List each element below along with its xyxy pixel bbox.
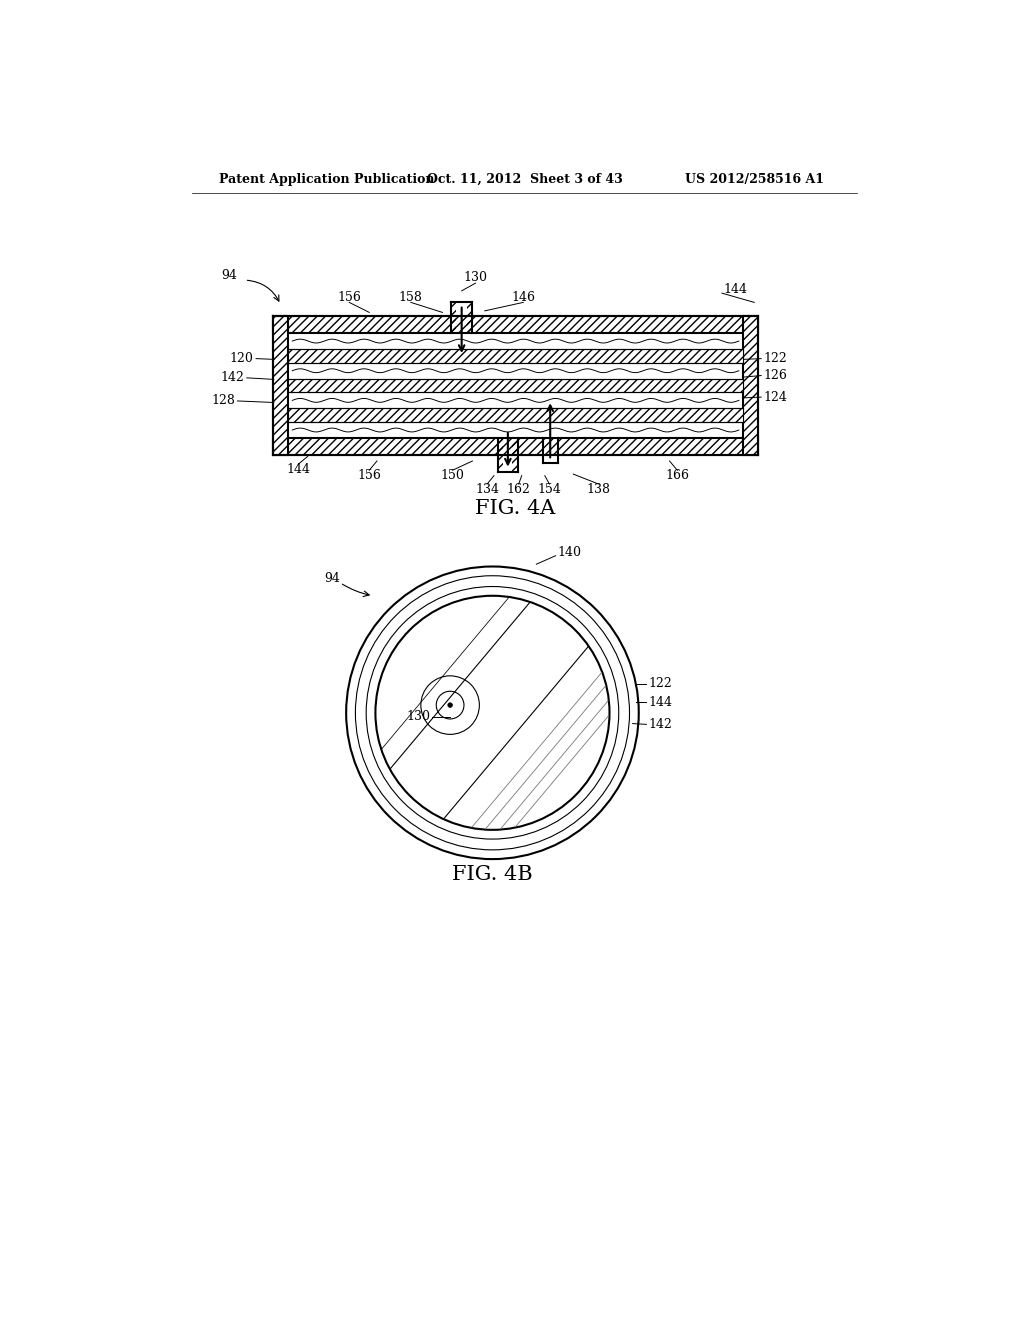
Bar (289, 379, 742, 392)
Bar (467, 302, 472, 333)
Text: 142: 142 (648, 718, 672, 731)
Bar (273, 317, 758, 333)
Text: 144: 144 (724, 282, 748, 296)
Bar (289, 379, 742, 392)
Bar (289, 408, 742, 422)
Bar (512, 438, 518, 471)
Text: 126: 126 (764, 370, 787, 381)
Bar (451, 302, 457, 333)
Text: 144: 144 (287, 463, 310, 477)
Bar (273, 317, 758, 333)
Text: 122: 122 (764, 352, 787, 366)
Bar (289, 348, 742, 363)
Text: US 2012/258516 A1: US 2012/258516 A1 (685, 173, 823, 186)
Text: 134: 134 (475, 483, 499, 496)
Text: 150: 150 (440, 469, 464, 482)
Text: 154: 154 (538, 483, 561, 496)
Bar (742, 317, 758, 455)
Text: FIG. 4B: FIG. 4B (453, 865, 532, 884)
Text: 138: 138 (587, 483, 610, 496)
Text: 94: 94 (325, 572, 340, 585)
Text: 122: 122 (648, 677, 672, 690)
Circle shape (447, 702, 453, 708)
Text: 146: 146 (511, 290, 536, 304)
Bar (451, 302, 457, 333)
Text: Oct. 11, 2012  Sheet 3 of 43: Oct. 11, 2012 Sheet 3 of 43 (427, 173, 623, 186)
Text: 120: 120 (229, 352, 254, 366)
Text: 140: 140 (558, 546, 582, 560)
Text: 158: 158 (399, 290, 423, 304)
Text: Patent Application Publication: Patent Application Publication (219, 173, 434, 186)
Text: 130: 130 (407, 710, 431, 723)
Bar (289, 348, 742, 363)
Bar (273, 317, 289, 455)
Text: 130: 130 (464, 271, 487, 284)
Bar (273, 438, 758, 455)
Text: 156: 156 (357, 469, 381, 482)
Bar (273, 317, 289, 455)
Text: 128: 128 (211, 395, 236, 408)
Bar (467, 302, 472, 333)
Bar (498, 438, 503, 471)
Text: 124: 124 (764, 391, 787, 404)
Text: 156: 156 (337, 290, 361, 304)
Bar (512, 438, 518, 471)
Text: 144: 144 (648, 696, 672, 709)
Bar (289, 408, 742, 422)
Text: 166: 166 (666, 469, 689, 482)
Text: 162: 162 (507, 483, 530, 496)
Bar (498, 438, 503, 471)
Text: 142: 142 (220, 371, 245, 384)
Bar (273, 438, 758, 455)
Text: FIG. 4A: FIG. 4A (475, 499, 556, 519)
Bar (742, 317, 758, 455)
Text: 94: 94 (221, 269, 238, 282)
